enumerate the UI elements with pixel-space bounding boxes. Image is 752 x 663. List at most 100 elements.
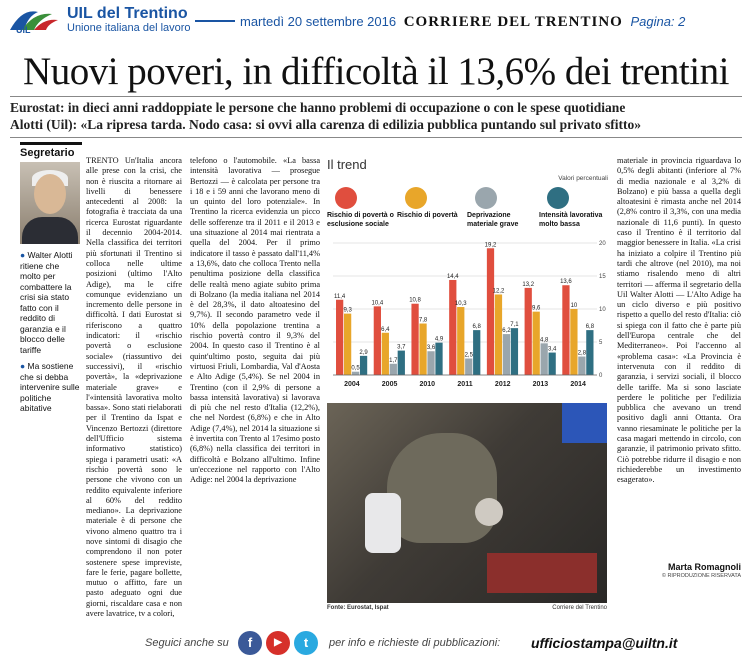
data-label: 10,4 <box>372 300 384 306</box>
data-label: 2,8 <box>578 351 587 357</box>
legend-item: Rischio di povertà <box>397 187 469 221</box>
x-tick-label: 2013 <box>533 381 549 388</box>
newspaper-name: CORRIERE DEL TRENTINO <box>403 14 623 30</box>
data-label: 2,9 <box>359 350 368 356</box>
trend-chart: Il trend Valori percentuali Rischio di p… <box>327 155 612 400</box>
data-label: 7,1 <box>510 322 519 328</box>
facebook-icon[interactable]: f <box>238 631 262 655</box>
data-label: 10 <box>571 303 578 309</box>
data-label: 1,7 <box>389 358 398 364</box>
article-column-2: telefono o l'automobile. «La bassa inten… <box>190 156 320 485</box>
data-label: 13,6 <box>560 279 572 285</box>
chart-legend: Rischio di povertà o esclusione sociale … <box>327 187 612 237</box>
data-label: 3,4 <box>548 347 557 353</box>
bar <box>578 356 586 375</box>
header-rule-left <box>195 20 235 22</box>
bar <box>486 248 495 375</box>
x-tick-label: 2012 <box>495 381 511 388</box>
bar <box>570 309 578 375</box>
x-tick-label: 2014 <box>570 381 586 388</box>
sidebar-bullet: ● Walter Alotti ritiene che molto per co… <box>20 250 73 355</box>
contact-email[interactable]: ufficiostampa@uiltn.it <box>531 635 678 651</box>
author-name: Marta Romagnoli <box>667 562 741 572</box>
data-label: 6,4 <box>381 327 390 333</box>
bar <box>359 355 368 375</box>
copyright-note: © RIPRODUZIONE RISERVATA <box>661 573 741 579</box>
headline: Nuovi poveri, in difficoltà il 13,6% dei… <box>23 50 729 93</box>
bar <box>524 287 532 375</box>
twitter-icon[interactable]: t <box>294 631 318 655</box>
legend-item: Intensità lavorativa molto bassa <box>539 187 611 229</box>
page-number: Pagina: 2 <box>630 14 686 29</box>
bar <box>449 279 457 375</box>
data-label: 6,8 <box>473 324 482 330</box>
info-label: per info e richieste di pubblicazioni: <box>329 637 501 649</box>
bullet-icon: ● <box>20 250 28 260</box>
y-tick-label: 10 <box>599 307 606 313</box>
data-label: 12,2 <box>493 288 505 294</box>
page-header: UIL UIL del Trentino Unione italiana del… <box>0 0 752 38</box>
bar <box>373 306 381 375</box>
legend-item: Rischio di povertà o esclusione sociale <box>327 187 399 229</box>
bar <box>427 351 435 375</box>
figure-credit: Corriere del Trentino <box>552 605 607 611</box>
bar <box>532 311 540 375</box>
bar <box>411 303 419 375</box>
y-tick-label: 20 <box>599 241 606 247</box>
bullet-icon: ● <box>20 361 28 371</box>
org-subtitle: Unione italiana del lavoro <box>67 22 191 34</box>
uil-logo: UIL <box>10 11 58 34</box>
subheadline-line-2: Alotti (Uil): «La ripresa tarda. Nodo ca… <box>10 117 642 132</box>
people-icon <box>335 187 357 209</box>
chart-unit-label: Valori percentuali <box>558 175 608 182</box>
x-tick-label: 2010 <box>419 381 435 388</box>
bar <box>435 342 443 375</box>
bar <box>397 350 405 375</box>
bar <box>381 332 389 375</box>
data-label: 2,5 <box>465 353 474 359</box>
data-label: 4,8 <box>540 337 549 343</box>
worker-icon <box>547 187 569 209</box>
org-name: UIL del Trentino <box>67 5 188 22</box>
sidebar-bullet: ● Ma sostiene che si debba intervenire s… <box>20 361 80 413</box>
bar <box>510 328 519 375</box>
bar <box>473 330 481 375</box>
data-label: 3,6 <box>427 345 436 351</box>
bar <box>419 323 427 375</box>
youtube-icon[interactable]: ▶ <box>266 631 290 655</box>
bar <box>457 307 465 375</box>
data-label: 9,3 <box>343 308 352 314</box>
house-icon <box>475 187 497 209</box>
bar <box>502 334 511 375</box>
bar-chart-plot: 0 5 10 15 20 11,4 9,3 0,5 2,9 2004 10,4 6,4 1,7 3,7 20… <box>333 241 606 388</box>
bar <box>562 285 570 375</box>
y-tick-label: 0 <box>599 373 603 379</box>
data-label: 4,9 <box>435 337 444 343</box>
x-tick-label: 2004 <box>344 381 360 388</box>
follow-label: Seguici anche su <box>145 637 229 649</box>
bar <box>336 299 344 375</box>
divider <box>10 137 742 138</box>
sidebar-label: Segretario <box>20 142 82 159</box>
data-label: 6,8 <box>586 324 595 330</box>
x-tick-label: 2011 <box>457 381 472 388</box>
bar <box>494 294 503 375</box>
portrait-photo <box>20 162 80 244</box>
data-label: 13,2 <box>522 282 534 288</box>
article-column-4: materiale in provincia riguardava lo 0,5… <box>617 156 741 485</box>
data-label: 6,2 <box>502 328 511 334</box>
bar <box>351 371 360 375</box>
issue-date: martedì 20 settembre 2016 <box>240 14 397 29</box>
data-label: 9,6 <box>532 306 541 312</box>
divider <box>10 96 742 97</box>
bar <box>343 313 352 375</box>
bar <box>540 343 548 375</box>
bar <box>389 363 397 375</box>
bar <box>586 330 594 375</box>
data-label: 0,5 <box>351 366 360 372</box>
data-label: 11,4 <box>334 294 346 300</box>
article-column-1: TRENTO Un'Italia ancora alle prese con l… <box>86 156 182 619</box>
data-label: 14,4 <box>447 274 459 280</box>
subheadline: Eurostat: in dieci anni raddoppiate le p… <box>10 99 641 133</box>
y-tick-label: 15 <box>599 274 606 280</box>
